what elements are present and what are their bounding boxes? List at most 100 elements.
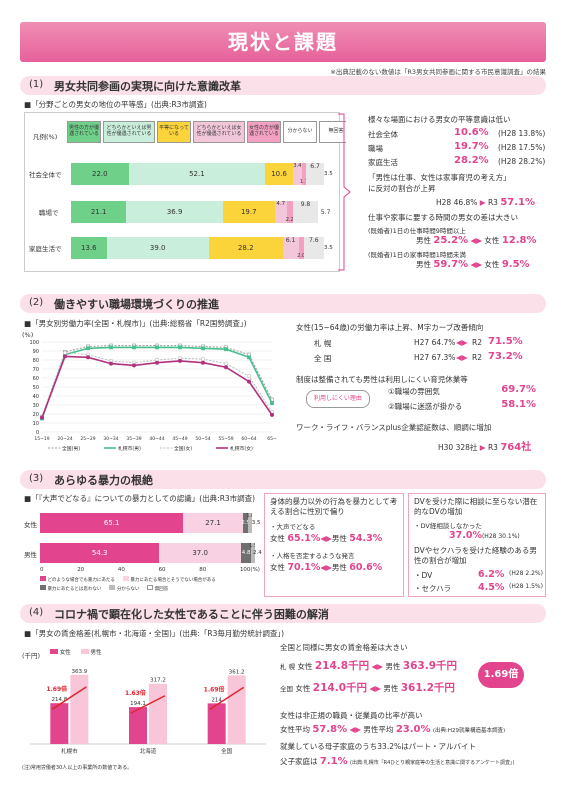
reason-row: ②職場に迷惑が掛かる 58.1%: [388, 399, 544, 412]
finding-heading: 身体的暴力以外の行為を暴力として考える割合に性別で偏り: [270, 497, 398, 516]
male-wage: 361.2千円: [400, 682, 455, 694]
reason-value: 58.1%: [501, 399, 536, 410]
male-value: 60.6%: [349, 562, 383, 573]
row-label: 女性: [24, 521, 37, 529]
male-label: 男性: [416, 236, 431, 245]
legend-item: 暴力にあたるとは思わない: [40, 585, 101, 594]
value-row: 37.0%(H28 30.1%): [449, 530, 520, 541]
reason-value: 69.7%: [501, 384, 536, 395]
bar-segment: 39.0: [106, 237, 209, 259]
legend-item: 女性: [50, 648, 71, 656]
wage-compare: 全国 女性 214.0千円 ◀▶ 男性 361.2千円: [280, 682, 455, 694]
gender-compare: 女性 70.1%◀▶男性 60.6%: [270, 562, 383, 573]
legend-item: 無回答: [147, 585, 168, 594]
compare-after-label: R3: [487, 443, 498, 452]
legend-item: 男性: [80, 648, 102, 656]
legend-item: 分からない: [109, 585, 139, 594]
x-tick-label: 全国: [221, 747, 233, 755]
bar-male: [227, 675, 246, 744]
bar-segment: 19.7: [222, 201, 275, 223]
female-label: 女性: [484, 236, 500, 245]
finding-value: 19.7%: [454, 141, 489, 152]
finding-heading: 女性は非正規の職員・従業員の比率が高い: [280, 711, 423, 720]
x-tick-label: 札幌市: [61, 747, 78, 755]
data-point: [247, 374, 252, 379]
tick-label: 60: [158, 567, 166, 573]
finding-heading: 女性(15~64歳)の労働力率は上昇、M字カーブ改善傾向: [296, 323, 484, 332]
female-wage: 214.0千円: [312, 682, 367, 694]
trend-arrow: [130, 695, 166, 714]
y-tick-label: 90: [33, 349, 39, 355]
bar-segment: 65.1: [40, 513, 184, 533]
data-point: [247, 379, 252, 384]
finding-heading: 仕事や家事に要する時間の男女の差は大きい: [368, 213, 518, 222]
footnote: (注)常用労働者30人以上の事業所の数値である。: [22, 765, 133, 771]
page-banner: 現状と課題: [20, 22, 546, 62]
legend-label: 凡例(%): [33, 133, 58, 141]
gender-compare: 女性 65.1%◀▶男性 54.3%: [270, 533, 383, 544]
data-label: 214: [211, 697, 222, 703]
bar-segment: 2.5: [242, 513, 250, 533]
value-row: ・DV 6.2% (H28 2.2%): [414, 569, 543, 580]
data-point: [62, 354, 67, 359]
compare-after-value: 764社: [500, 442, 532, 453]
section-number: (3): [29, 473, 44, 484]
ratio-compare: 父子家庭は 7.1% (出典:札幌市「R4ひとり親家庭等の生活と意識に関するアン…: [280, 756, 515, 767]
x-tick-label: 40~44: [149, 436, 164, 442]
value: 6.2%: [478, 569, 505, 580]
axis-unit: (千円): [22, 652, 41, 660]
compare-before: H27 67.3%: [414, 353, 456, 362]
data-label: 194.1: [130, 701, 146, 707]
female-wage: 214.8千円: [314, 660, 370, 672]
legend-label: 全国(男): [62, 445, 80, 452]
bar-segment: 5.7: [318, 201, 333, 223]
legend-item: 女性の方が優遇されている: [247, 121, 281, 143]
finding-heading: 全国と同様に男女の賃金格差は大きい: [280, 643, 408, 652]
male-label: 男性: [416, 260, 431, 269]
x-tick-label: 45~49: [172, 436, 187, 442]
row-label: 男性: [24, 551, 37, 559]
male-wage: 363.9千円: [402, 660, 458, 672]
father-ratio: 7.1%: [319, 756, 348, 767]
compare-after-value: 57.1%: [500, 197, 536, 208]
previous-value: (H28 30.1%): [481, 533, 520, 540]
data-point: [155, 345, 159, 350]
section-title: 働きやすい職場環境づくりの推進: [54, 298, 219, 311]
bar-segment: 6.7: [306, 163, 324, 185]
finding-heading: DVを受けた際に相談に至らない潜在的なDVの増加: [414, 497, 538, 516]
bar-segment: 1.5: [249, 543, 257, 563]
bar-row-female: 65.1 27.1 2.5 1.8 3.5: [40, 513, 261, 533]
data-point: [270, 401, 274, 406]
section-number: (1): [29, 79, 44, 90]
bar-segment: 1.7: [300, 163, 308, 185]
region-label: 札 幌: [314, 339, 332, 348]
bar-segment: 3.5: [252, 513, 261, 533]
violence-chart: 女性 65.1 27.1 2.5 1.8 3.5 男性 54.3 37.0 4.…: [24, 505, 262, 595]
finding-row: 職場 19.7% (H28 17.5%): [368, 141, 546, 154]
data-point: [224, 361, 229, 366]
section-number: (2): [29, 297, 44, 308]
violence-legend: どのような場合でも暴力にあたる 暴力にあたる場合とそうでない場合がある 暴力にあ…: [40, 576, 260, 594]
section-title: あらゆる暴力の根絶: [54, 474, 153, 487]
source-note: (出典:札幌市「R4ひとり親家庭等の生活と意識に関するアンケート調査」): [350, 760, 515, 766]
gender-compare: 男性 59.7% ◀▶ 女性 9.5%: [416, 259, 530, 270]
male-ratio: 23.0%: [395, 724, 431, 735]
x-tick-label: 65~: [267, 436, 277, 442]
finding-key: 家庭生活: [368, 158, 398, 167]
x-tick-label: 50~54: [195, 436, 210, 442]
bar-row-workplace: 21.1 36.9 19.7 4.7 2.2 9.8 5.7: [71, 201, 333, 223]
tick-label: 100(%): [239, 567, 260, 573]
tick-label: 0: [40, 567, 44, 573]
data-point: [155, 360, 160, 365]
bar-segment: 3.5: [323, 163, 333, 185]
legend-item: 平等になっている: [157, 121, 191, 143]
data-point: [201, 360, 206, 365]
female-value: 65.1%: [287, 533, 321, 544]
reason-badge: 利用しにくい理由: [306, 390, 370, 408]
region-label: 全 国: [314, 354, 332, 363]
bar-female: [50, 703, 69, 744]
bar-segment: 4.7: [274, 201, 287, 223]
bar-segment: 9.8: [292, 201, 319, 223]
ratio-label: 1.63倍: [125, 689, 146, 697]
